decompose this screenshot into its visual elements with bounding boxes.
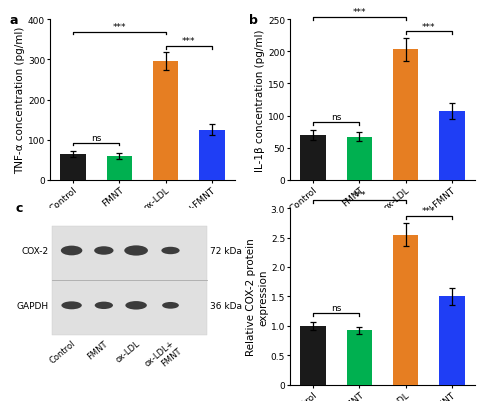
Text: GAPDH: GAPDH [17,301,49,310]
Text: ns: ns [91,134,102,142]
Bar [153,62,178,180]
Ellipse shape [124,246,148,256]
Bar [346,138,372,180]
Text: ***: *** [352,8,366,17]
Text: 36 kDa: 36 kDa [210,301,242,310]
Ellipse shape [61,246,82,256]
Text: ox-LDL+
FMNT: ox-LDL+ FMNT [144,338,183,376]
Bar [439,112,464,180]
Ellipse shape [162,247,180,255]
Text: ***: *** [352,190,366,199]
Text: FMNT: FMNT [86,338,110,360]
Ellipse shape [94,302,113,309]
Bar [300,136,326,180]
Ellipse shape [62,302,82,310]
Text: COX-2: COX-2 [22,246,49,255]
Y-axis label: IL-1β concentration (pg/ml): IL-1β concentration (pg/ml) [255,29,265,171]
Text: c: c [16,201,23,215]
Bar [346,330,372,385]
Ellipse shape [126,301,147,310]
Bar [300,326,326,385]
Ellipse shape [162,302,179,309]
Text: b: b [250,14,258,26]
Text: ***: *** [422,22,436,31]
Bar [439,297,464,385]
Text: ***: *** [422,206,436,215]
Text: ***: *** [182,37,196,46]
Bar [393,50,418,180]
Text: 72 kDa: 72 kDa [210,246,242,255]
Y-axis label: TNF-α concentration (pg/ml): TNF-α concentration (pg/ml) [15,27,25,174]
Text: a: a [10,14,18,26]
Y-axis label: Relative COX-2 protein
expression: Relative COX-2 protein expression [246,238,268,355]
Text: ox-LDL: ox-LDL [114,338,142,363]
Ellipse shape [94,247,114,255]
Text: Control: Control [48,338,78,365]
Text: ns: ns [331,303,342,312]
FancyBboxPatch shape [52,226,207,336]
Bar [393,235,418,385]
Bar [60,154,86,180]
Text: ns: ns [331,113,342,122]
Bar [106,156,132,180]
Text: ***: *** [112,23,126,32]
Bar [199,130,224,180]
